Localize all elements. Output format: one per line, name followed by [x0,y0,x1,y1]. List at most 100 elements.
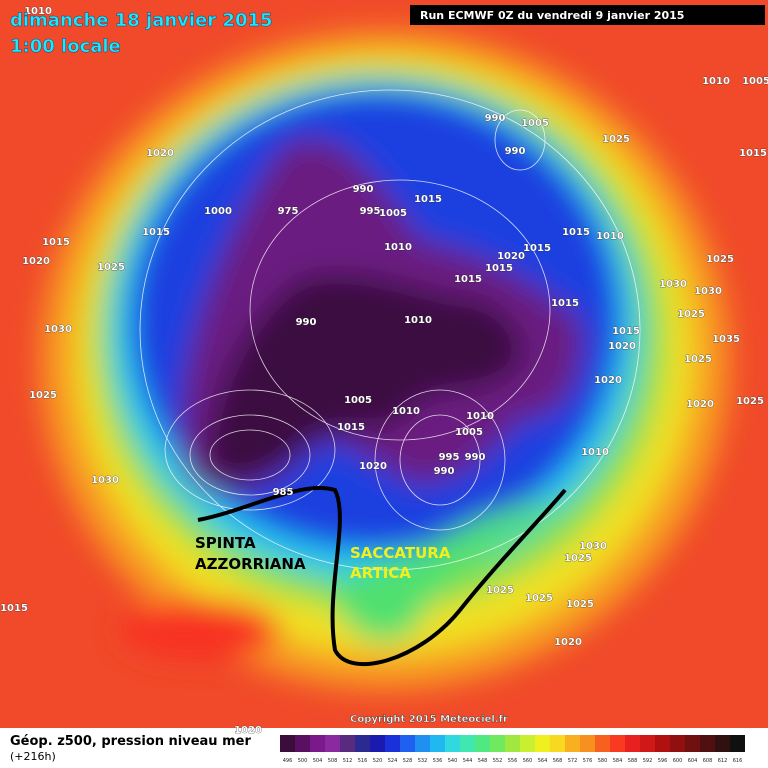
isobar-label: 995 [360,206,381,217]
scale-swatch [445,735,460,752]
annotation: SACCATURA [350,544,451,562]
scale-swatch [595,735,610,752]
isobar-label: 1005 [455,427,483,438]
isobar-label: 1020 [146,148,174,159]
annotation: SPINTA [195,534,256,552]
isobar-label: 1025 [29,390,57,401]
isobar-label: 1005 [344,395,372,406]
isobar-label: 1025 [602,134,630,145]
scale-swatch [580,735,595,752]
copyright: Copyright 2015 Meteociel.fr [350,714,508,725]
isobar-label: 1010 [24,6,52,17]
scale-swatch [685,735,700,752]
scale-swatch [460,735,475,752]
isobar-label: 1030 [91,475,119,486]
run-box [410,5,765,25]
scale-label: 508 [328,758,338,764]
legend-lead: (+216h) [10,750,56,763]
isobar-label: 1010 [392,406,420,417]
isobar-label: 1020 [497,251,525,262]
isobar-label: 985 [273,487,294,498]
isobar-label: 1015 [142,227,170,238]
scale-swatch [700,735,715,752]
scale-label: 556 [508,758,518,764]
isobar-label: 1020 [234,725,262,736]
scale-label: 592 [643,758,653,764]
scale-swatch [280,735,295,752]
scale-label: 544 [463,758,473,764]
isobar-label: 1015 [523,243,551,254]
scale-label: 524 [388,758,398,764]
scale-label: 496 [283,758,293,764]
scale-label: 584 [613,758,623,764]
isobar-label: 990 [485,113,506,124]
scale-label: 600 [673,758,683,764]
scale-swatch [370,735,385,752]
scale-label: 612 [718,758,728,764]
isobar-label: 1025 [736,396,764,407]
scale-swatch [340,735,355,752]
annotation-lines [197,486,567,666]
scale-swatch [385,735,400,752]
isobar-label: 1020 [359,461,387,472]
isobar-label: 990 [465,452,486,463]
isobar-label: 1025 [486,585,514,596]
scale-swatch [310,735,325,752]
isobar-label: 1030 [579,541,607,552]
isobar-label: 1020 [554,637,582,648]
scale-label: 500 [298,758,308,764]
scale-swatch [655,735,670,752]
scale-swatch [415,735,430,752]
scale-label: 540 [448,758,458,764]
legend-title: Géop. z500, pression niveau mer [10,734,251,749]
scale-label: 532 [418,758,428,764]
scale-label: 616 [733,758,743,764]
isobar-label: 1025 [525,593,553,604]
date: dimanche 18 janvier 2015 [10,10,273,31]
isobar-label: 1020 [686,399,714,410]
isobar-label: 1010 [702,76,730,87]
scale-swatch [640,735,655,752]
isobar-label: 1015 [337,422,365,433]
scale-label: 504 [313,758,323,764]
scale-label: 596 [658,758,668,764]
scale-swatch [520,735,535,752]
scale-swatch [610,735,625,752]
scale-label: 572 [568,758,578,764]
scale-label: 576 [583,758,593,764]
isobar-label: 995 [439,452,460,463]
isobar-label: 1025 [677,309,705,320]
scale-label: 608 [703,758,713,764]
annotation: AZZORRIANA [195,555,306,573]
scale-swatch [475,735,490,752]
scale-label: 560 [523,758,533,764]
isobar-label: 1000 [204,206,232,217]
isobar-label: 990 [505,146,526,157]
scale-label: 520 [373,758,383,764]
isobar-label: 990 [296,317,317,328]
isobar-label: 1025 [97,262,125,273]
scale-label: 588 [628,758,638,764]
isobar-label: 990 [434,466,455,477]
isobar-label: 1010 [596,231,624,242]
isobar-label: 1025 [564,553,592,564]
isobar-label: 1010 [466,411,494,422]
isobar-label: 1010 [404,315,432,326]
scale-swatch [715,735,730,752]
scale-swatch [565,735,580,752]
isobar-label: 1015 [551,298,579,309]
scale-label: 548 [478,758,488,764]
isobar-label: 1015 [562,227,590,238]
isobar-label: 1020 [594,375,622,386]
color-scale: 496 500 504 508 512 516 520 524 528 532 536 540 544 5… [280,735,745,764]
run-label: Run ECMWF 0Z du vendredi 9 janvier 2015 [420,9,684,22]
scale-swatch [400,735,415,752]
isobar-label: 1005 [521,118,549,129]
scale-swatch [535,735,550,752]
isobar-label: 1015 [454,274,482,285]
scale-swatch [550,735,565,752]
isobar-label: 1025 [706,254,734,265]
isobar-label: 1025 [566,599,594,610]
